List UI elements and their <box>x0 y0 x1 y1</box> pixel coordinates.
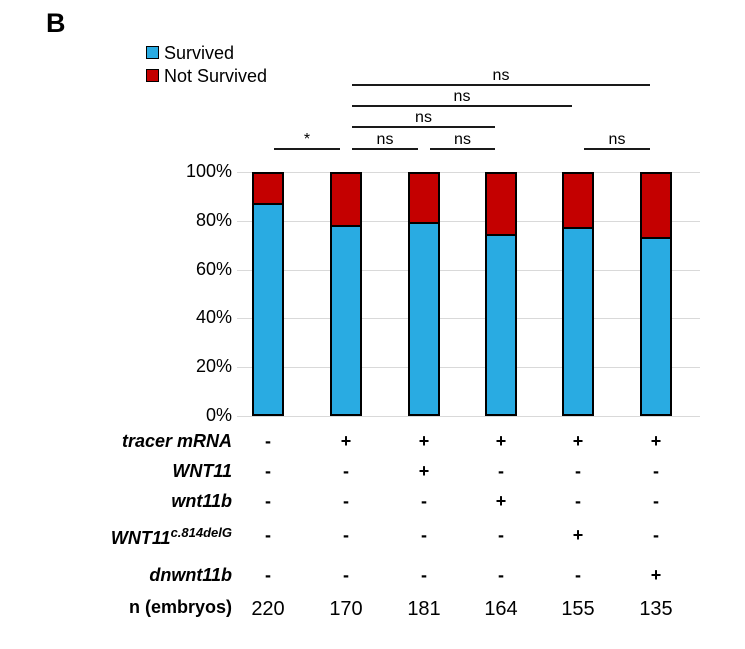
legend-label: Not Survived <box>164 65 268 86</box>
significance-label: ns <box>376 131 394 148</box>
gridline <box>237 220 700 222</box>
condition-cell: - <box>265 461 271 481</box>
not-survived-swatch-icon <box>146 69 159 82</box>
condition-row-label: dnwnt11b <box>149 565 232 585</box>
condition-cell: - <box>265 565 271 585</box>
legend-label: Survived <box>164 42 235 63</box>
bar-segment-survived <box>332 226 360 414</box>
gridline <box>237 416 700 417</box>
bar-segment-not-survived <box>487 174 515 237</box>
y-axis-tick-label: 80% <box>195 209 232 230</box>
bar <box>562 172 594 416</box>
y-axis-tick-label: 0% <box>205 405 232 425</box>
condition-cell: - <box>265 431 271 451</box>
condition-cell: - <box>498 461 504 481</box>
gridline <box>237 367 700 369</box>
condition-cell: - <box>498 565 504 585</box>
condition-cell: 181 <box>407 598 441 620</box>
significance-line <box>430 148 495 150</box>
condition-row-label: WNT11 <box>172 461 232 481</box>
condition-cell: - <box>653 461 659 481</box>
bar <box>640 172 672 416</box>
y-axis-tick-label: 40% <box>195 307 232 328</box>
condition-cell: 220 <box>251 598 285 620</box>
condition-row-label-superscript: c.814delG <box>170 525 232 540</box>
condition-row-label: wnt11b <box>171 491 232 511</box>
bar <box>408 172 440 416</box>
condition-cell: + <box>418 461 430 481</box>
condition-cell: - <box>343 491 349 511</box>
condition-cell: - <box>343 461 349 481</box>
gridline <box>237 269 700 271</box>
condition-cell: - <box>421 525 427 545</box>
bar-segment-survived <box>564 229 592 414</box>
condition-cell: - <box>421 565 427 585</box>
condition-cell: - <box>343 525 349 545</box>
significance-label: ns <box>453 88 471 105</box>
condition-cell: - <box>575 565 581 585</box>
significance-line <box>352 84 650 86</box>
bar-segment-not-survived <box>332 174 360 227</box>
bar <box>485 172 517 416</box>
significance-label: ns <box>415 109 432 126</box>
gridline <box>237 172 700 173</box>
condition-cell: - <box>575 491 581 511</box>
bar <box>330 172 362 416</box>
significance-line <box>274 148 340 150</box>
bar-segment-survived <box>410 224 438 414</box>
y-axis-tick-label: 60% <box>195 258 232 279</box>
condition-cell: - <box>421 491 427 511</box>
condition-cell: + <box>495 431 507 451</box>
condition-row-label: WNT11c.814delG <box>110 525 232 548</box>
bar-segment-survived <box>487 236 515 414</box>
significance-line <box>352 126 495 128</box>
significance-line <box>352 148 418 150</box>
condition-cell: - <box>265 525 271 545</box>
panel-label: B <box>46 8 66 38</box>
gridline <box>237 318 700 320</box>
condition-cell: - <box>653 525 659 545</box>
condition-cell: 155 <box>561 598 595 620</box>
condition-row-label: n (embryos) <box>128 597 232 617</box>
condition-cell: 170 <box>329 598 363 620</box>
condition-cell: + <box>650 431 662 451</box>
survived-swatch-icon <box>146 46 159 59</box>
significance-line <box>352 105 572 107</box>
significance-line <box>584 148 650 150</box>
condition-cell: - <box>575 461 581 481</box>
significance-label: ns <box>608 131 626 148</box>
bar-segment-survived <box>642 238 670 414</box>
y-axis-tick-label: 20% <box>195 356 232 377</box>
y-axis-tick-label: 100% <box>185 161 232 181</box>
significance-label: ns <box>492 67 510 84</box>
condition-cell: - <box>265 491 271 511</box>
condition-cell: + <box>495 491 507 511</box>
legend-item-not-survived: Not Survived <box>146 64 267 87</box>
bar <box>252 172 284 416</box>
condition-cell: + <box>572 431 584 451</box>
significance-label: ns <box>454 131 471 148</box>
bar-segment-not-survived <box>642 174 670 239</box>
bar-segment-survived <box>254 205 282 414</box>
condition-cell: - <box>653 491 659 511</box>
bar-segment-not-survived <box>410 174 438 225</box>
condition-cell: - <box>343 565 349 585</box>
condition-cell: 135 <box>639 598 673 620</box>
bar-segment-not-survived <box>254 174 282 206</box>
legend-item-survived: Survived <box>146 41 234 64</box>
condition-cell: + <box>418 431 430 451</box>
bar-segment-not-survived <box>564 174 592 230</box>
significance-label: * <box>303 131 311 148</box>
condition-cell: 164 <box>484 598 518 620</box>
condition-cell: - <box>498 525 504 545</box>
condition-cell: + <box>572 525 584 545</box>
condition-cell: + <box>340 431 352 451</box>
condition-cell: + <box>650 565 662 585</box>
condition-row-label: tracer mRNA <box>121 431 232 451</box>
